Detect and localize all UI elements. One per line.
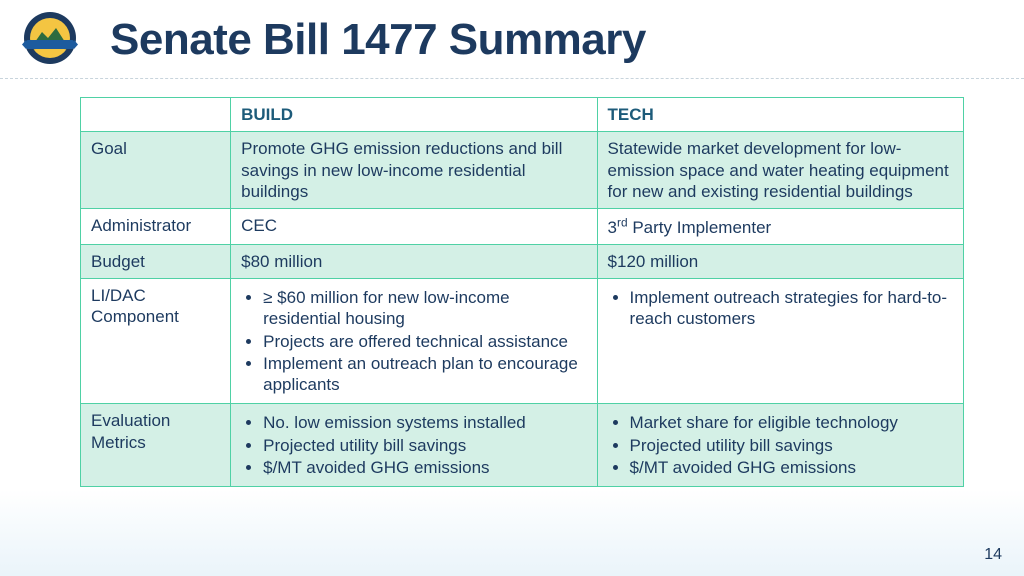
cell-tech: Implement outreach strategies for hard-t… <box>597 279 963 404</box>
list-item: $/MT avoided GHG emissions <box>630 457 953 478</box>
list-item: $/MT avoided GHG emissions <box>263 457 586 478</box>
cell-build: ≥ $60 million for new low-income residen… <box>231 279 597 404</box>
cell-build: CEC <box>231 209 597 245</box>
page-title: Senate Bill 1477 Summary <box>110 15 646 65</box>
list-item: No. low emission systems installed <box>263 412 586 433</box>
list-item: Market share for eligible technology <box>630 412 953 433</box>
table-row: AdministratorCEC3rd Party Implementer <box>81 209 964 245</box>
cell-build: No. low emission systems installedProjec… <box>231 404 597 487</box>
table-row: Budget$80 million$120 million <box>81 244 964 278</box>
list-item: Implement outreach strategies for hard-t… <box>630 287 953 330</box>
row-label: LI/DAC Component <box>81 279 231 404</box>
table-header-row: BUILD TECH <box>81 98 964 132</box>
list-item: ≥ $60 million for new low-income residen… <box>263 287 586 330</box>
list-item: Projects are offered technical assistanc… <box>263 331 586 352</box>
header: Senate Bill 1477 Summary <box>0 0 1024 79</box>
col-header-build: BUILD <box>231 98 597 132</box>
list-item: Implement an outreach plan to encourage … <box>263 353 586 396</box>
cell-build: Promote GHG emission reductions and bill… <box>231 132 597 209</box>
row-label: Administrator <box>81 209 231 245</box>
row-label: Budget <box>81 244 231 278</box>
row-label: Evaluation Metrics <box>81 404 231 487</box>
cell-tech: $120 million <box>597 244 963 278</box>
row-label: Goal <box>81 132 231 209</box>
table-container: BUILD TECH GoalPromote GHG emission redu… <box>0 79 1024 487</box>
list-item: Projected utility bill savings <box>263 435 586 456</box>
table-row: GoalPromote GHG emission reductions and … <box>81 132 964 209</box>
table-row: LI/DAC Component ≥ $60 million for new lo… <box>81 279 964 404</box>
page-number: 14 <box>984 546 1002 564</box>
col-header-tech: TECH <box>597 98 963 132</box>
list-item: Projected utility bill savings <box>630 435 953 456</box>
cell-tech: 3rd Party Implementer <box>597 209 963 245</box>
cell-tech: Market share for eligible technologyProj… <box>597 404 963 487</box>
cec-logo-icon <box>20 10 80 70</box>
cell-tech: Statewide market development for low-emi… <box>597 132 963 209</box>
col-header-blank <box>81 98 231 132</box>
summary-table: BUILD TECH GoalPromote GHG emission redu… <box>80 97 964 487</box>
table-row: Evaluation MetricsNo. low emission syste… <box>81 404 964 487</box>
cell-build: $80 million <box>231 244 597 278</box>
